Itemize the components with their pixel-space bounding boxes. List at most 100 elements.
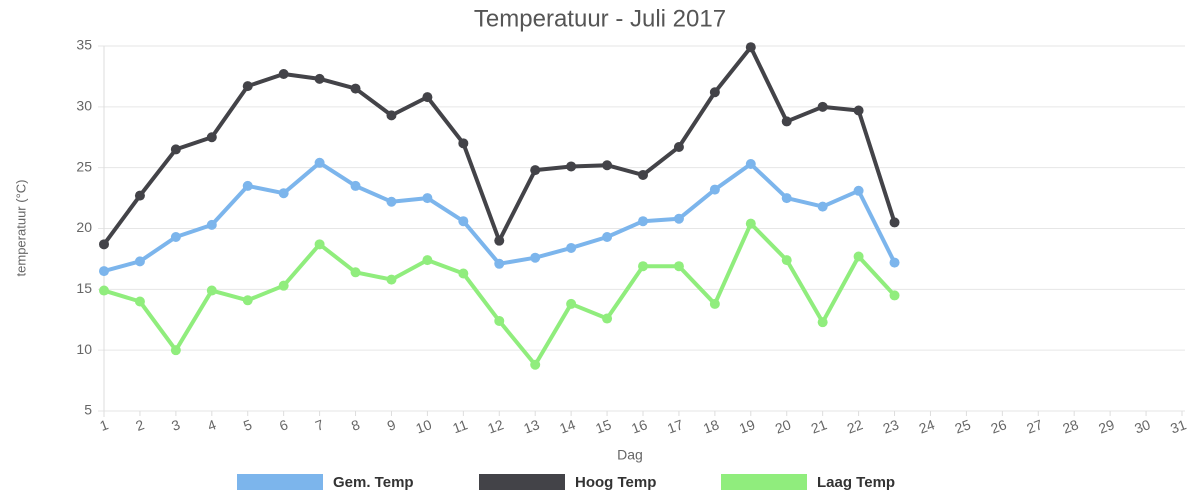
y-tick-label: 25 bbox=[76, 158, 92, 174]
data-point bbox=[422, 255, 433, 266]
data-point bbox=[350, 267, 361, 278]
data-point bbox=[386, 110, 397, 121]
data-point bbox=[206, 219, 217, 230]
data-point bbox=[673, 261, 684, 272]
data-point bbox=[781, 116, 792, 127]
data-point bbox=[242, 180, 253, 191]
data-point bbox=[745, 159, 756, 170]
x-tick-label: 21 bbox=[809, 416, 829, 436]
x-tick-label: 19 bbox=[737, 416, 757, 436]
data-point bbox=[602, 160, 613, 171]
x-tick-label: 9 bbox=[385, 416, 398, 434]
legend-label: Laag Temp bbox=[817, 474, 895, 491]
data-point bbox=[853, 251, 864, 262]
data-point bbox=[206, 132, 217, 143]
legend-label: Gem. Temp bbox=[333, 474, 414, 491]
data-point bbox=[422, 193, 433, 204]
x-tick-label: 2 bbox=[133, 416, 146, 434]
data-point bbox=[458, 138, 469, 149]
y-tick-label: 5 bbox=[84, 402, 92, 418]
data-point bbox=[709, 184, 720, 195]
legend-swatch bbox=[479, 474, 565, 490]
data-point bbox=[170, 144, 181, 155]
x-tick-label: 6 bbox=[277, 416, 290, 434]
x-tick-label: 13 bbox=[521, 416, 541, 436]
data-point bbox=[853, 105, 864, 116]
data-point bbox=[458, 268, 469, 279]
x-tick-label: 30 bbox=[1132, 416, 1152, 436]
data-point bbox=[781, 255, 792, 266]
x-axis-label: Dag bbox=[617, 447, 643, 463]
data-point bbox=[709, 87, 720, 98]
y-axis-label: temperatuur (°C) bbox=[13, 180, 28, 277]
x-tick-label: 14 bbox=[557, 416, 577, 436]
data-point bbox=[566, 161, 577, 172]
data-point bbox=[673, 141, 684, 152]
x-tick-label: 27 bbox=[1024, 416, 1044, 436]
data-point bbox=[673, 213, 684, 224]
x-tick-label: 17 bbox=[665, 416, 685, 436]
x-tick-label: 1 bbox=[97, 416, 110, 434]
data-point bbox=[494, 315, 505, 326]
data-point bbox=[638, 169, 648, 180]
y-tick-label: 30 bbox=[76, 98, 92, 114]
data-point bbox=[314, 239, 325, 250]
x-tick-label: 22 bbox=[845, 416, 865, 436]
data-point bbox=[853, 185, 864, 196]
x-tick-label: 31 bbox=[1168, 416, 1188, 436]
x-tick-label: 24 bbox=[917, 416, 937, 436]
data-point bbox=[134, 296, 145, 307]
data-point bbox=[134, 256, 145, 267]
data-point bbox=[817, 201, 828, 212]
x-tick-label: 7 bbox=[313, 416, 326, 434]
x-tick-label: 5 bbox=[241, 416, 254, 434]
y-tick-label: 35 bbox=[76, 37, 92, 53]
data-point bbox=[278, 68, 289, 79]
x-tick-label: 20 bbox=[773, 416, 793, 436]
x-tick-label: 29 bbox=[1096, 416, 1116, 436]
x-tick-label: 23 bbox=[881, 416, 901, 436]
data-point bbox=[314, 157, 325, 168]
data-point bbox=[458, 216, 469, 227]
data-point bbox=[350, 180, 361, 191]
x-tick-label: 18 bbox=[701, 416, 721, 436]
data-point bbox=[350, 83, 361, 94]
data-point bbox=[817, 101, 828, 112]
legend-label: Hoog Temp bbox=[575, 474, 656, 491]
data-point bbox=[99, 266, 109, 277]
y-tick-label: 15 bbox=[76, 280, 92, 296]
data-point bbox=[386, 196, 397, 207]
data-point bbox=[530, 359, 541, 370]
data-point bbox=[278, 188, 289, 199]
data-point bbox=[206, 285, 217, 296]
y-tick-label: 20 bbox=[76, 219, 92, 235]
data-point bbox=[494, 258, 505, 269]
data-point bbox=[170, 345, 181, 356]
x-tick-label: 28 bbox=[1060, 416, 1080, 436]
x-tick-label: 3 bbox=[169, 416, 182, 434]
x-tick-label: 15 bbox=[593, 416, 613, 436]
data-point bbox=[530, 165, 541, 176]
data-point bbox=[745, 218, 756, 229]
data-point bbox=[242, 295, 253, 306]
data-point bbox=[889, 257, 900, 268]
series-line bbox=[103, 160, 897, 274]
x-tick-label: 25 bbox=[953, 416, 973, 436]
data-point bbox=[602, 232, 613, 243]
x-tick-label: 10 bbox=[414, 416, 434, 436]
data-point bbox=[709, 298, 720, 309]
legend-swatch bbox=[237, 474, 323, 490]
data-point bbox=[781, 193, 792, 204]
y-tick-label: 10 bbox=[76, 341, 92, 357]
x-tick-label: 12 bbox=[485, 416, 505, 436]
x-tick-label: 4 bbox=[205, 416, 218, 434]
legend-swatch bbox=[721, 474, 807, 490]
data-point bbox=[745, 42, 756, 53]
data-point bbox=[242, 81, 253, 92]
data-point bbox=[99, 239, 109, 250]
data-point bbox=[817, 317, 828, 328]
data-point bbox=[602, 313, 613, 324]
data-point bbox=[422, 92, 433, 103]
data-point bbox=[386, 274, 397, 285]
